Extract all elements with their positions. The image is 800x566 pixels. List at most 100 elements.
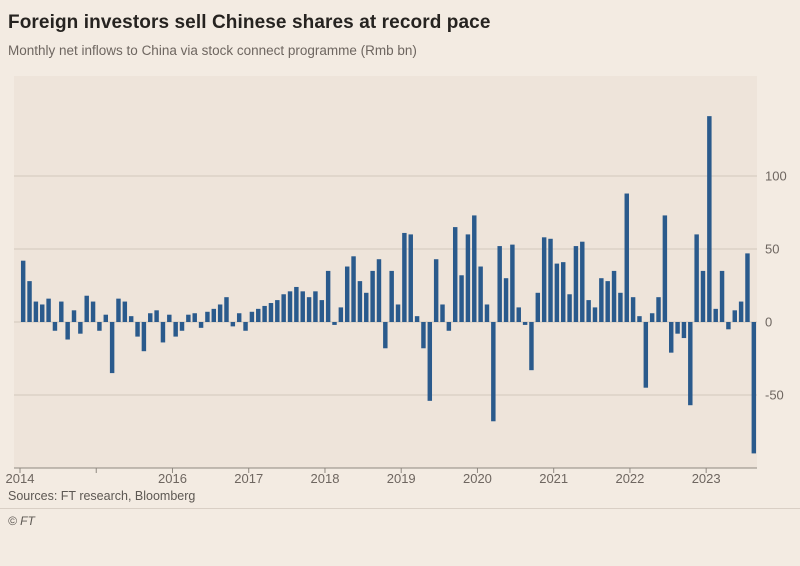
- bar: [751, 322, 757, 454]
- bar: [726, 322, 731, 330]
- bar: [630, 297, 636, 322]
- x-axis-label: 2014: [6, 471, 35, 486]
- bar: [173, 322, 178, 337]
- x-axis-label: 2023: [692, 471, 721, 486]
- bar: [71, 310, 77, 322]
- bar: [351, 256, 356, 322]
- bar: [611, 270, 617, 322]
- bar: [268, 303, 274, 322]
- bar: [97, 322, 102, 331]
- bar: [370, 270, 375, 322]
- bar: [236, 313, 242, 322]
- bar: [618, 292, 623, 322]
- bar: [90, 301, 96, 322]
- bar: [243, 322, 248, 331]
- bar: [497, 246, 502, 322]
- bar: [421, 322, 426, 349]
- bar: [306, 297, 312, 322]
- chart-title: Foreign investors sell Chinese shares at…: [8, 12, 491, 33]
- bar: [700, 270, 706, 322]
- y-axis-label: 0: [765, 315, 772, 330]
- bar: [160, 322, 166, 343]
- bar: [78, 322, 83, 334]
- bar: [262, 305, 267, 322]
- bar: [376, 259, 382, 322]
- bar: [586, 300, 591, 322]
- bar: [319, 300, 325, 322]
- bar: [344, 266, 350, 322]
- bar: [103, 314, 108, 322]
- ft-copyright: © FT: [8, 514, 35, 528]
- bar: [167, 314, 172, 322]
- bar: [275, 300, 280, 322]
- x-axis-label: 2021: [539, 471, 568, 486]
- bar: [33, 301, 39, 322]
- bar: [491, 322, 496, 422]
- bar: [478, 266, 483, 322]
- bar: [40, 304, 45, 322]
- bar: [135, 322, 140, 337]
- bar: [281, 294, 286, 322]
- bar: [662, 215, 668, 322]
- bar: [440, 304, 445, 322]
- bar: [522, 322, 528, 325]
- bar: [745, 253, 750, 322]
- bar: [516, 307, 521, 322]
- bar: [580, 241, 585, 322]
- y-axis-label: -50: [765, 388, 784, 403]
- x-axis-label: 2020: [463, 471, 492, 486]
- bar: [383, 322, 388, 349]
- x-axis-label: 2016: [158, 471, 187, 486]
- bar-chart-svg: -50 0 50 100 2014 2016 2017 2018 2019 2020 2021 202…: [6, 76, 787, 486]
- bar: [211, 308, 217, 322]
- bar: [141, 322, 147, 352]
- bar: [395, 304, 401, 322]
- bar: [256, 308, 261, 322]
- bar: [656, 297, 661, 322]
- x-axis-label: 2019: [387, 471, 416, 486]
- bar: [529, 322, 534, 371]
- bar: [122, 301, 128, 322]
- bar: [116, 298, 121, 322]
- y-axis-label: 50: [765, 242, 779, 257]
- bar: [338, 307, 344, 322]
- bar: [109, 322, 115, 374]
- bar: [637, 316, 642, 322]
- bar: [567, 294, 572, 322]
- bar: [192, 313, 197, 322]
- bar: [681, 322, 687, 339]
- bar: [548, 238, 553, 322]
- bar: [643, 322, 649, 388]
- bar: [472, 215, 477, 322]
- bar: [605, 281, 610, 322]
- plot-area: [14, 76, 757, 468]
- bar: [719, 270, 725, 322]
- bar: [541, 237, 547, 322]
- bar: [649, 313, 655, 322]
- bar: [364, 292, 369, 322]
- bar: [408, 234, 413, 322]
- bar: [452, 227, 458, 322]
- bar: [554, 263, 560, 322]
- bar: [389, 270, 394, 322]
- bar: [465, 234, 471, 322]
- bar: [592, 307, 598, 322]
- bar: [128, 316, 134, 322]
- bar: [732, 310, 737, 322]
- bar: [535, 292, 541, 322]
- bar: [332, 322, 337, 325]
- bar: [52, 322, 58, 331]
- bar: [179, 322, 185, 331]
- bar: [313, 291, 318, 322]
- bar: [503, 278, 509, 322]
- bar: [148, 313, 153, 322]
- bar: [65, 322, 70, 340]
- bar: [573, 246, 579, 322]
- bar: [249, 311, 255, 322]
- bar: [300, 291, 305, 322]
- x-axis-label: 2018: [311, 471, 340, 486]
- chart-subtitle: Monthly net inflows to China via stock c…: [8, 43, 417, 58]
- bar: [707, 116, 712, 322]
- bar: [427, 322, 433, 401]
- bar: [294, 286, 299, 322]
